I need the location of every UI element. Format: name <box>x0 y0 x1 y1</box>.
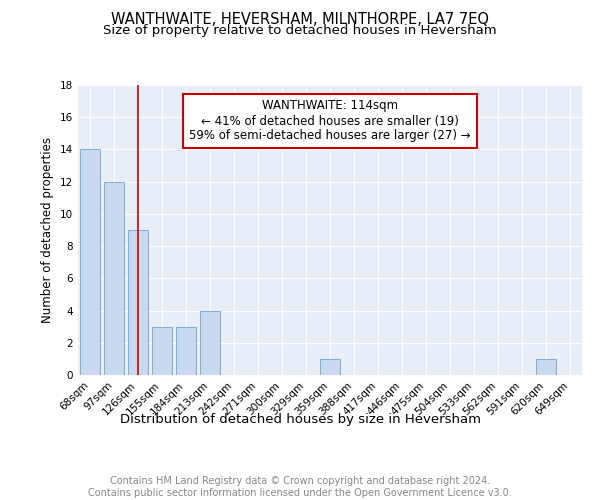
Bar <box>80 150 100 375</box>
Text: Size of property relative to detached houses in Heversham: Size of property relative to detached ho… <box>103 24 497 37</box>
Bar <box>536 359 556 375</box>
Bar <box>104 182 124 375</box>
Bar <box>176 326 196 375</box>
Text: WANTHWAITE, HEVERSHAM, MILNTHORPE, LA7 7EQ: WANTHWAITE, HEVERSHAM, MILNTHORPE, LA7 7… <box>111 12 489 28</box>
Y-axis label: Number of detached properties: Number of detached properties <box>41 137 55 323</box>
Text: WANTHWAITE: 114sqm
← 41% of detached houses are smaller (19)
59% of semi-detache: WANTHWAITE: 114sqm ← 41% of detached hou… <box>189 100 471 142</box>
Bar <box>128 230 148 375</box>
Text: Contains HM Land Registry data © Crown copyright and database right 2024.
Contai: Contains HM Land Registry data © Crown c… <box>88 476 512 498</box>
Bar <box>152 326 172 375</box>
Bar <box>320 359 340 375</box>
Text: Distribution of detached houses by size in Heversham: Distribution of detached houses by size … <box>119 412 481 426</box>
Bar <box>200 310 220 375</box>
